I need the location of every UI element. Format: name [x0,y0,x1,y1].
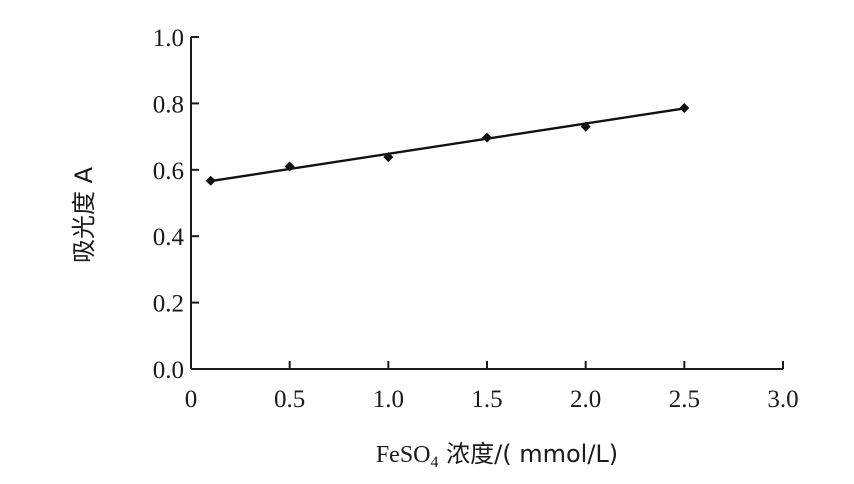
x-axis-title-suffix: 浓度/( mmol/L) [439,440,619,468]
fit-line [210,107,685,183]
x-tick-label: 1.5 [471,386,502,413]
x-tick-label: 2.0 [570,386,601,413]
y-axis-ticks: 0.0 0.2 0.4 0.6 0.8 1.0 [153,25,199,384]
x-axis-title: FeSO4 浓度/( mmol/L) [376,440,618,471]
y-tick-label: 0.0 [153,357,184,384]
y-tick-label: 0.6 [153,158,184,185]
x-axis-ticks: 0 0.5 1.0 1.5 2.0 2.5 3.0 [185,361,799,413]
x-axis-title-prefix: FeSO [376,442,431,468]
y-tick-label: 0.2 [153,291,184,318]
x-axis-title-subscript: 4 [431,454,439,471]
x-tick-label: 0.5 [274,386,305,413]
y-axis-title: 吸光度 A [70,166,98,263]
y-tick-label: 0.8 [153,91,184,118]
data-point [205,175,216,186]
data-point [580,121,591,132]
fit-line-group [210,107,685,183]
chart-axes [190,37,783,370]
data-points [205,103,690,186]
data-point [284,161,295,172]
data-point [679,103,690,114]
x-tick-label: 3.0 [767,386,798,413]
y-tick-label: 0.4 [153,224,185,251]
x-tick-label: 0 [185,386,198,413]
x-tick-label: 2.5 [669,386,700,413]
data-point [482,132,492,143]
x-tick-label: 1.0 [373,386,404,413]
y-tick-label: 1.0 [153,25,184,52]
data-point [383,152,394,163]
